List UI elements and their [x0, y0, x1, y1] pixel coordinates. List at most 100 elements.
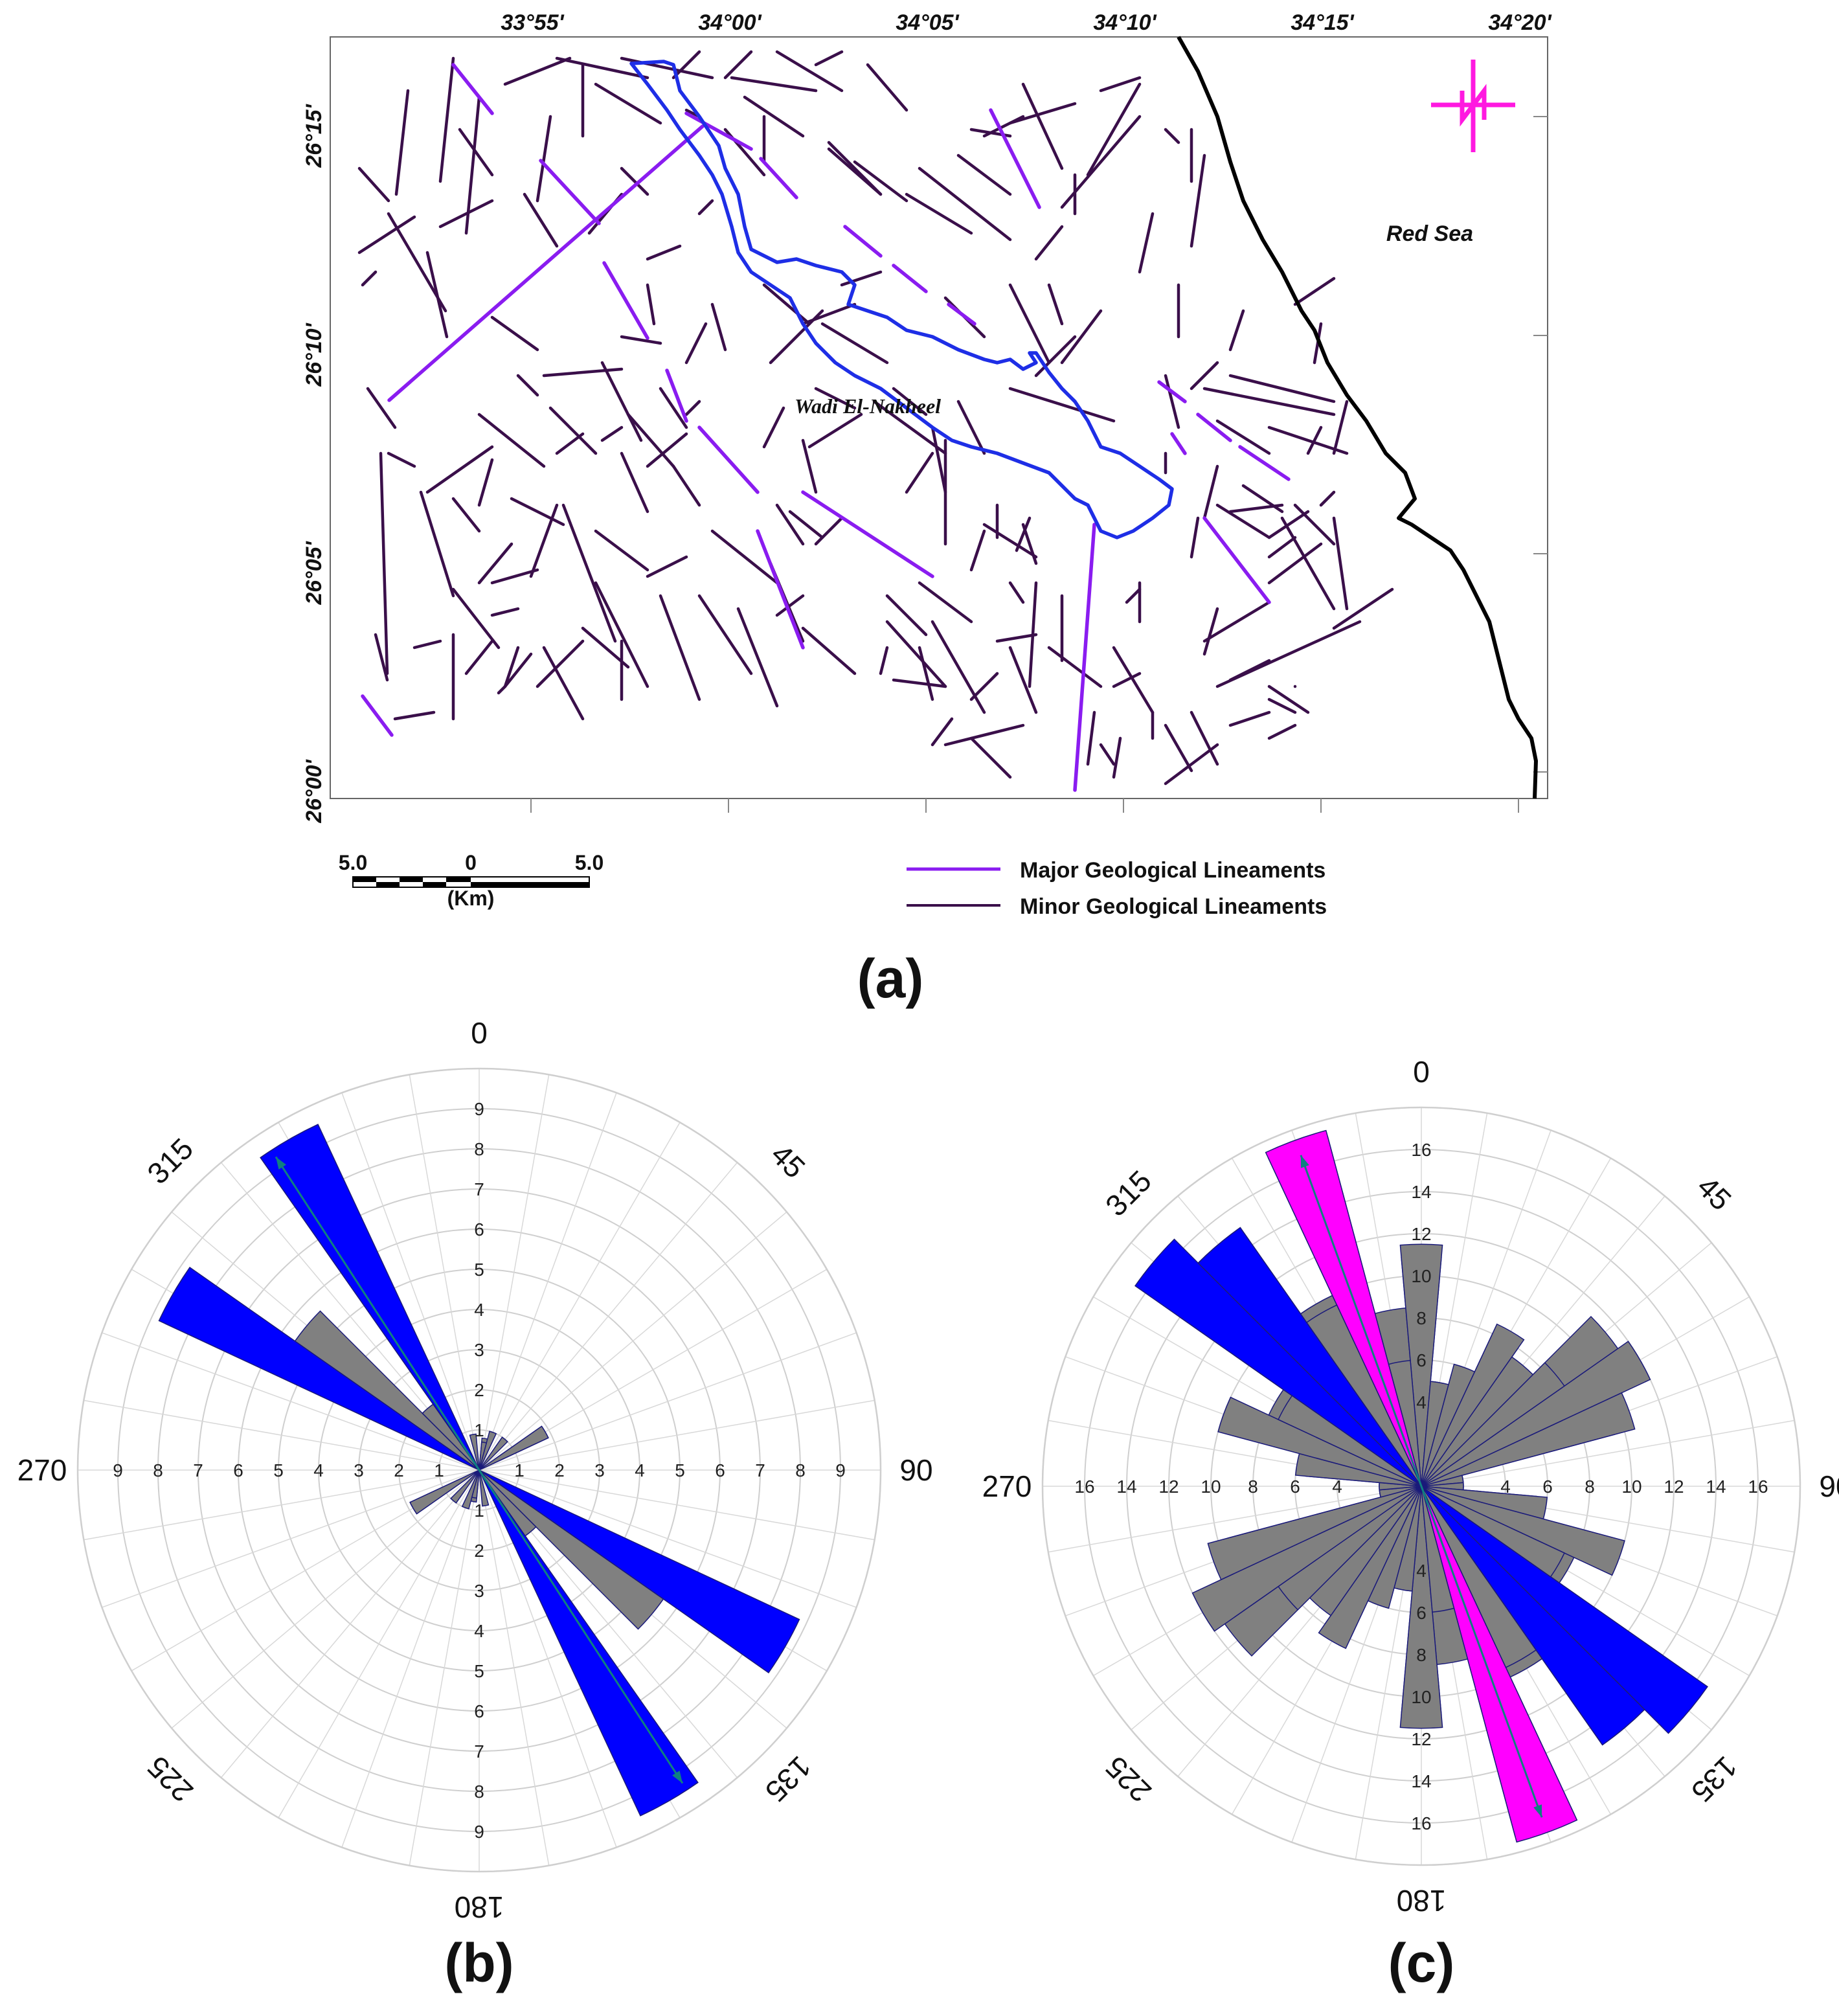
rose-petal — [294, 1310, 480, 1471]
legend-minor-label: Minor Geological Lineaments — [1020, 894, 1327, 919]
rose-spoke — [479, 1469, 875, 1541]
rose-petal — [1265, 1129, 1422, 1487]
radial-tick-label: 9 — [113, 1460, 123, 1480]
rose-petal — [1305, 1304, 1422, 1487]
lat-label: 26°00' — [302, 758, 326, 823]
radial-tick-label: 4 — [1332, 1477, 1342, 1497]
rose-petal — [1421, 1341, 1651, 1487]
arrow-head — [1533, 1804, 1542, 1818]
wadi-el-nakheel-outline — [629, 60, 1174, 539]
rose-petal — [1134, 1238, 1422, 1487]
radial-tick-label: 16 — [1411, 1140, 1431, 1160]
radial-tick-label: 2 — [394, 1460, 404, 1480]
radial-tick-label: 4 — [1500, 1477, 1511, 1497]
radial-tick-label: 1 — [474, 1420, 484, 1440]
rose-spoke — [102, 1332, 480, 1471]
rose-spoke — [278, 1469, 480, 1818]
direction-label: 45 — [765, 1137, 812, 1184]
rose-petal — [422, 1403, 480, 1471]
rose-spoke — [479, 1399, 875, 1471]
radial-tick-label: 12 — [1664, 1477, 1684, 1497]
arrow-head — [275, 1157, 286, 1170]
lon-label: 34°20' — [1488, 10, 1552, 35]
mean-direction-arrow — [275, 1156, 684, 1784]
radial-tick-label: 9 — [474, 1099, 484, 1119]
rose-petal — [479, 1469, 537, 1537]
radial-tick-label: 5 — [273, 1460, 284, 1480]
rose-spoke — [479, 1469, 617, 1848]
radial-tick-label: 10 — [1411, 1687, 1431, 1707]
rose-petal — [1388, 1359, 1422, 1487]
rose-spoke — [220, 1469, 480, 1778]
rose-petal — [479, 1469, 699, 1817]
rose-petal — [1399, 1486, 1443, 1729]
arrow-head — [672, 1771, 683, 1784]
rose-spoke — [409, 1074, 480, 1471]
major-lineaments — [361, 63, 1291, 792]
direction-label: 180 — [455, 1890, 504, 1924]
radial-tick-label: 8 — [153, 1460, 163, 1480]
radial-tick-label: 6 — [715, 1460, 725, 1480]
radial-tick-label: 8 — [1248, 1477, 1258, 1497]
rose-petal — [260, 1124, 480, 1471]
radial-tick-label: 14 — [1706, 1477, 1726, 1497]
scale-right: 5.0 — [575, 851, 604, 874]
direction-label: 135 — [759, 1750, 818, 1809]
radial-tick-label: 8 — [1416, 1645, 1427, 1665]
rose-petal — [1318, 1486, 1422, 1649]
latitude-labels: 26°15' 26°10' 26°05' 26°00' — [302, 103, 326, 823]
radial-tick-label: 8 — [474, 1782, 484, 1802]
radial-tick-label: 4 — [474, 1621, 484, 1641]
rose-spoke — [1421, 1420, 1795, 1487]
map-legend: Major Geological Lineaments Minor Geolog… — [907, 858, 1327, 919]
radial-tick-label: 5 — [474, 1260, 484, 1280]
rose-petal — [158, 1267, 480, 1471]
lon-label: 34°15' — [1291, 10, 1355, 35]
panel-label-c: (c) — [1388, 1932, 1455, 1993]
rose-petal — [1421, 1486, 1708, 1734]
rose-petal — [1207, 1486, 1422, 1581]
radial-tick-label: 6 — [474, 1219, 484, 1240]
rose-petal — [1421, 1486, 1537, 1668]
radial-tick-label: 1 — [434, 1460, 444, 1480]
rose-spoke — [479, 1332, 857, 1471]
radial-tick-label: 3 — [594, 1460, 605, 1480]
scale-unit: (Km) — [447, 887, 495, 910]
rose-spoke — [479, 1122, 681, 1471]
rose-petal — [479, 1469, 490, 1507]
rose-diagram-b: 1111222233334444555566667777888899990459… — [17, 1016, 933, 1924]
arrow-head — [1300, 1155, 1309, 1168]
lat-label: 26°05' — [302, 540, 326, 605]
radial-tick-label: 12 — [1411, 1729, 1431, 1749]
coastline — [1177, 36, 1538, 799]
rose-spoke — [479, 1469, 550, 1866]
rose-diagram-c: 4 4 4 4 6 6 6 6 8 8 8 8 10 10 10 10 12 12 12 12 14 14 14 14 16 16… — [982, 1055, 1839, 1918]
rose-petal — [1421, 1323, 1525, 1487]
radial-tick-label: 5 — [675, 1460, 685, 1480]
radial-tick-label: 4 — [1416, 1392, 1427, 1412]
radial-tick-label: 2 — [554, 1460, 565, 1480]
radial-tick-label: 7 — [193, 1460, 203, 1480]
radial-tick-label: 10 — [1411, 1266, 1431, 1286]
radial-tick-label: 6 — [474, 1701, 484, 1721]
rose-petal — [471, 1469, 480, 1499]
direction-label: 225 — [141, 1750, 199, 1809]
radial-tick-label: 7 — [474, 1179, 484, 1199]
direction-label: 270 — [982, 1469, 1032, 1503]
radial-tick-label: 8 — [1585, 1477, 1595, 1497]
direction-label: 0 — [1413, 1055, 1430, 1089]
north-arrow-icon — [1431, 60, 1515, 152]
radial-tick-label: 3 — [474, 1340, 484, 1360]
rose-petal — [1421, 1486, 1645, 1746]
radial-tick-label: 3 — [474, 1581, 484, 1601]
rose-petal — [1197, 1227, 1422, 1487]
rose-spoke — [84, 1469, 480, 1541]
direction-label: 90 — [899, 1453, 932, 1487]
scale-left: 5.0 — [339, 851, 367, 874]
radial-tick-label: 16 — [1748, 1477, 1768, 1497]
rose-petal — [1421, 1486, 1565, 1578]
radial-tick-label: 6 — [1290, 1477, 1300, 1497]
radial-tick-label: 7 — [474, 1741, 484, 1761]
rose-spoke — [1048, 1486, 1422, 1553]
rose-spoke — [479, 1074, 550, 1471]
